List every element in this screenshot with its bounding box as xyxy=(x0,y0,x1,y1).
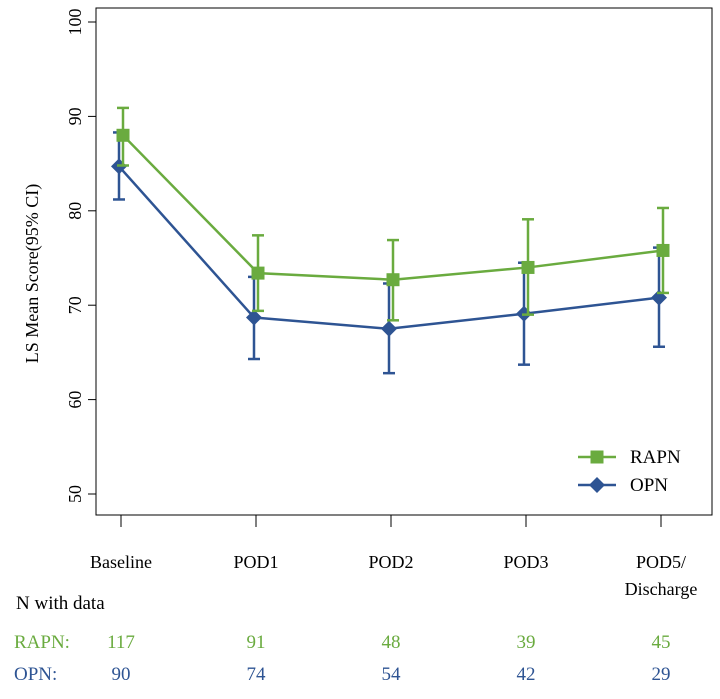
y-tick-label: 100 xyxy=(65,9,85,36)
n-value: 42 xyxy=(517,664,536,685)
legend-label: RAPN xyxy=(630,447,681,468)
legend-label: OPN xyxy=(630,475,668,496)
data-point-square xyxy=(386,273,400,287)
x-tick-label: Baseline xyxy=(90,552,152,572)
legend-marker-square xyxy=(590,450,604,464)
n-value: 45 xyxy=(652,632,671,653)
x-tick-label: POD1 xyxy=(233,552,278,572)
x-tick-label-line: POD2 xyxy=(368,552,413,572)
y-tick-label: 70 xyxy=(65,296,85,314)
x-tick-label-line: Baseline xyxy=(90,552,152,572)
data-point-diamond xyxy=(246,309,262,326)
legend-item-opn: OPN xyxy=(578,475,668,496)
n-value: 29 xyxy=(652,664,671,685)
n-value: 91 xyxy=(247,632,266,653)
data-point-square xyxy=(521,260,535,274)
series-layer xyxy=(111,106,670,375)
n-row-rapn: RAPN: 117 91 48 39 45 xyxy=(14,632,671,653)
legend: RAPN OPN xyxy=(578,447,681,496)
n-row-label: RAPN: xyxy=(14,632,70,653)
n-value: 54 xyxy=(382,664,402,685)
x-tick-label: POD5/Discharge xyxy=(625,552,698,599)
data-point-square xyxy=(656,243,670,257)
y-axis-title: LS Mean Score(95% CI) xyxy=(22,184,43,363)
n-value: 117 xyxy=(107,632,135,653)
plot-frame xyxy=(95,7,713,516)
y-tick-label: 80 xyxy=(65,202,85,220)
n-value: 90 xyxy=(112,664,131,685)
x-tick-label-line: POD5/ xyxy=(636,552,686,572)
n-row-opn: OPN: 90 74 54 42 29 xyxy=(14,664,671,685)
data-point-square xyxy=(116,128,130,142)
n-value: 39 xyxy=(517,632,536,653)
series-opn xyxy=(111,131,667,375)
data-point-diamond xyxy=(381,320,397,337)
x-tick-label-line: POD3 xyxy=(503,552,548,572)
legend-marker-diamond xyxy=(589,477,605,493)
x-tick-label-line: POD1 xyxy=(233,552,278,572)
y-tick-label: 50 xyxy=(65,485,85,503)
x-tick-label-line: Discharge xyxy=(625,579,698,599)
axes: 50 60 70 80 90 100 LS Mean Score(95% CI) Baseli… xyxy=(22,7,713,599)
n-value: 74 xyxy=(247,664,267,685)
legend-item-rapn: RAPN xyxy=(578,447,681,468)
n-with-data-header: N with data xyxy=(16,593,105,614)
y-tick-label: 60 xyxy=(65,391,85,409)
n-with-data-table: N with data RAPN: 117 91 48 39 45 OPN: 90 74 54 42 2… xyxy=(14,593,671,685)
x-tick-label: POD3 xyxy=(503,552,548,572)
data-point-square xyxy=(251,266,265,280)
y-tick-label: 90 xyxy=(65,107,85,125)
x-tick-label: POD2 xyxy=(368,552,413,572)
n-row-label: OPN: xyxy=(14,664,57,685)
series-rapn xyxy=(116,106,670,322)
n-value: 48 xyxy=(382,632,401,653)
